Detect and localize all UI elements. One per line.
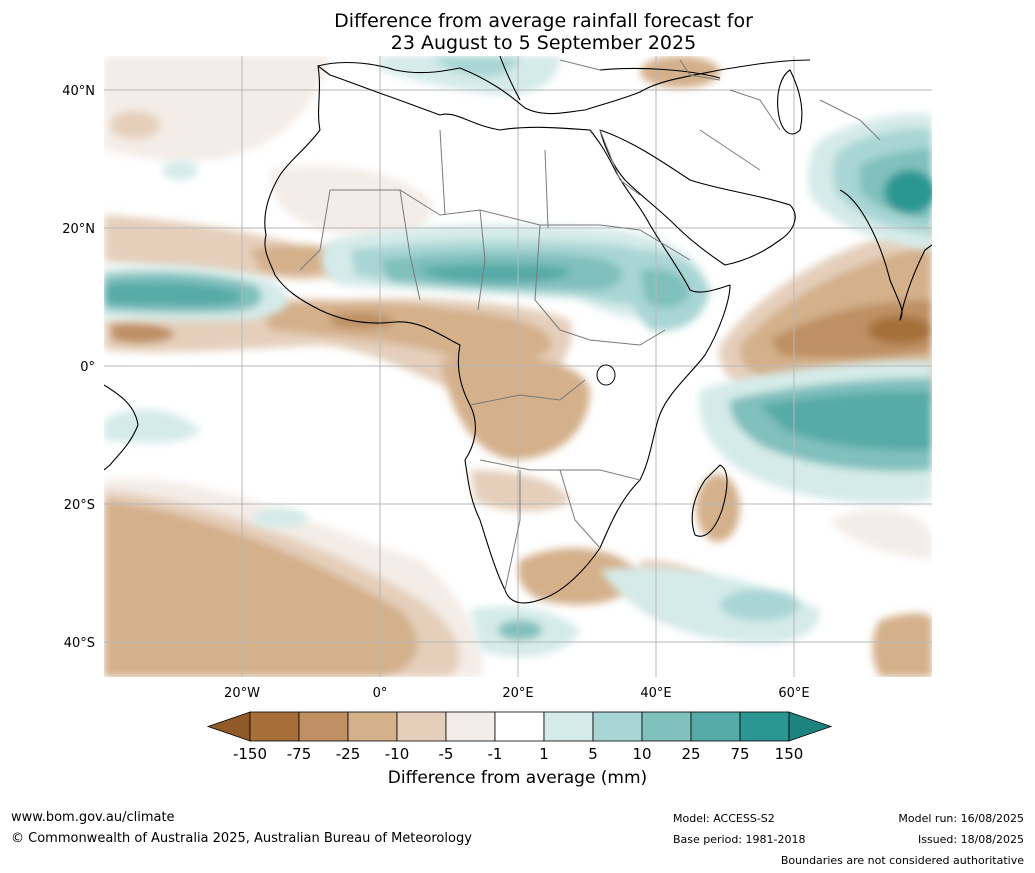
colorbar-tick-label: -1 xyxy=(488,745,503,763)
colorbar-tick-label: 10 xyxy=(632,745,651,763)
lon-label: 20°W xyxy=(224,686,260,701)
lat-label: 20°N xyxy=(62,222,95,237)
lon-label: 20°E xyxy=(502,686,533,701)
colorbar-swatch xyxy=(592,711,643,742)
lat-label: 40°S xyxy=(64,636,95,651)
colorbar-swatch xyxy=(690,711,741,742)
map-panel xyxy=(104,56,932,677)
wet-anomaly-shading xyxy=(104,56,932,658)
lake-victoria xyxy=(596,364,616,386)
lat-label: 0° xyxy=(80,360,95,375)
footer-copyright: © Commonwealth of Australia 2025, Austra… xyxy=(11,831,472,846)
lon-labels: 20°W 0° 20°E 40°E 60°E xyxy=(224,686,810,701)
lon-label: 60°E xyxy=(778,686,809,701)
lon-label: 0° xyxy=(373,686,388,701)
colorbar-swatch xyxy=(543,711,594,742)
colorbar-tick-label: 75 xyxy=(730,745,749,763)
lat-label: 20°S xyxy=(64,498,95,513)
colorbar-tick-label: 1 xyxy=(539,745,549,763)
colorbar-tick-label: 25 xyxy=(681,745,700,763)
graticule xyxy=(104,56,932,677)
colorbar-swatch xyxy=(641,711,692,742)
map-title: Difference from average rainfall forecas… xyxy=(0,10,1035,54)
footer-site: www.bom.gov.au/climate xyxy=(11,810,175,825)
colorbar-title: Difference from average (mm) xyxy=(387,768,648,788)
colorbar-extend-low xyxy=(206,711,251,742)
lat-labels: 40°N 20°N 0° 20°S 40°S xyxy=(62,84,95,651)
colorbar-tick-label: -10 xyxy=(385,745,410,763)
colorbar-tick-label: 150 xyxy=(775,745,804,763)
colorbar-tick-label: -25 xyxy=(336,745,361,763)
colorbar-swatch xyxy=(249,711,300,742)
colorbar-swatch xyxy=(494,711,545,742)
colorbar-swatch xyxy=(347,711,398,742)
colorbar-tick-label: -5 xyxy=(439,745,454,763)
colorbar-swatch xyxy=(396,711,447,742)
colorbar-tick-label: -75 xyxy=(287,745,312,763)
colorbar-tick-label: 5 xyxy=(588,745,598,763)
footer-disclaimer: Boundaries are not considered authoritat… xyxy=(780,854,1024,867)
title-line-1: Difference from average rainfall forecas… xyxy=(334,10,753,32)
colorbar-swatch xyxy=(445,711,496,742)
colorbar-tick-label: -150 xyxy=(233,745,267,763)
lat-label: 40°N xyxy=(62,84,95,99)
colorbar-swatch xyxy=(739,711,790,742)
dry-anomaly-shading xyxy=(104,56,932,677)
coastlines xyxy=(104,56,932,604)
colorbar-swatch xyxy=(298,711,349,742)
colorbar-extend-high xyxy=(788,711,833,742)
lon-label: 40°E xyxy=(640,686,671,701)
footer-issued: Issued: 18/08/2025 xyxy=(917,833,1024,846)
country-borders xyxy=(299,59,881,591)
footer-model: Model: ACCESS-S2 xyxy=(673,812,775,825)
colorbar: -150 -75 -25 -10 -5 -1 1 5 10 25 75 150 xyxy=(206,711,833,763)
footer-model-run: Model run: 16/08/2025 xyxy=(898,812,1024,825)
footer-base-period: Base period: 1981-2018 xyxy=(673,833,806,846)
title-line-2: 23 August to 5 September 2025 xyxy=(390,32,697,54)
